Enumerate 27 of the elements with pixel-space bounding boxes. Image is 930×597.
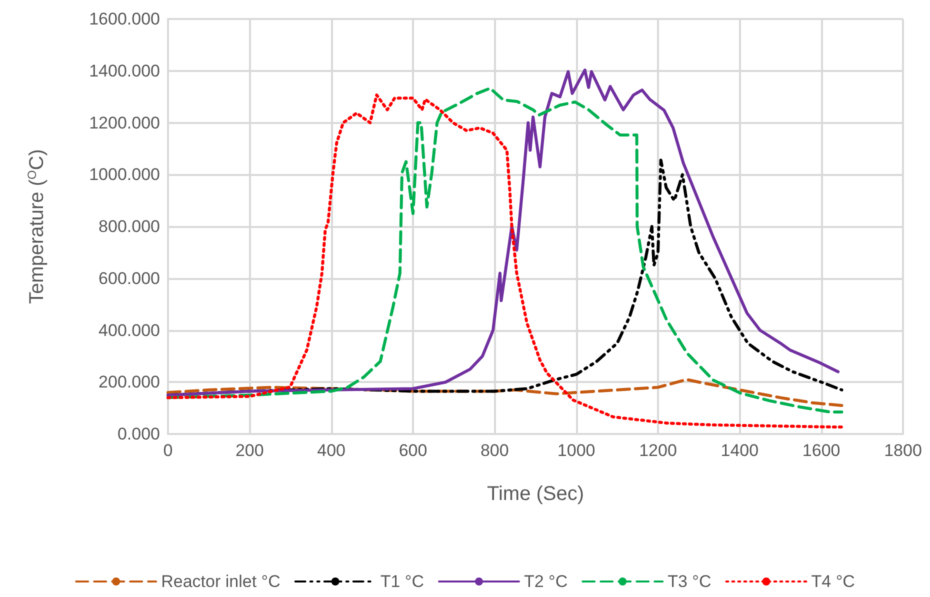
y-tick-label: 1200.000 — [89, 113, 160, 132]
x-tick-label: 1800 — [884, 441, 922, 460]
x-tick-label: 800 — [480, 441, 509, 460]
x-axis-title: Time (Sec) — [486, 483, 584, 505]
x-tick-label: 0 — [163, 441, 173, 460]
line-series — [166, 378, 844, 407]
x-tick-label: 1200 — [639, 441, 677, 460]
x-tick-label: 1000 — [557, 441, 596, 460]
legend-label: T3 °C — [668, 572, 712, 591]
y-tick-label: 1400.000 — [89, 61, 160, 80]
legend-label: T4 °C — [811, 572, 855, 591]
y-tick-label: 600.000 — [98, 268, 160, 288]
y-axis-title: Temperature (OC) — [25, 149, 48, 304]
x-tick-label: 600 — [398, 441, 428, 460]
y-tick-label: 800.000 — [98, 217, 160, 236]
x-tick-label: 200 — [235, 441, 264, 460]
legend-label: T2 °C — [524, 572, 568, 591]
y-tick-label: 0.000 — [117, 424, 160, 444]
x-tick-label: 400 — [317, 441, 346, 460]
y-tick-label: 1000.000 — [89, 165, 160, 184]
legend-label: Reactor inlet °C — [161, 572, 280, 591]
x-tick-label: 1400 — [720, 441, 759, 460]
x-tick-label: 1600 — [802, 441, 840, 460]
y-tick-label: 200.000 — [98, 372, 160, 392]
y-tick-label: 1600.000 — [89, 10, 160, 28]
y-tick-label: 400.000 — [98, 320, 160, 340]
legend-label: T1 °C — [380, 572, 424, 591]
